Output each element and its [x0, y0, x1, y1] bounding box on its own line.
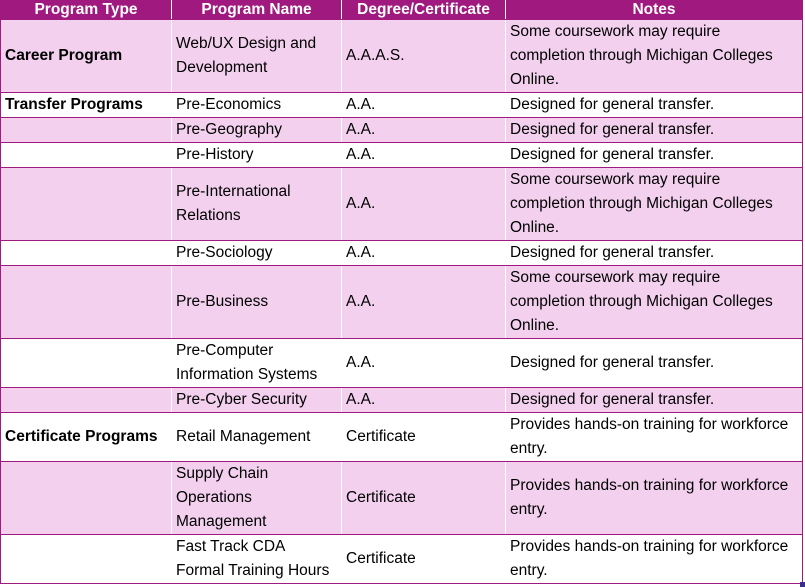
cell-notes[interactable]: Some coursework may require completion t… — [505, 19, 803, 93]
cell-program-name[interactable]: Pre-Geography — [171, 117, 342, 143]
cell-program-name[interactable]: Pre-Business — [171, 265, 342, 339]
cell-program-name[interactable]: Fast Track CDA Formal Training Hours — [171, 534, 342, 584]
cell-degree-certificate[interactable]: A.A. — [341, 92, 506, 118]
table-row: Pre-Sociology A.A. Designed for general tr… — [0, 240, 803, 266]
cell-notes[interactable]: Designed for general transfer. — [505, 92, 803, 118]
cell-degree-certificate[interactable]: A.A. — [341, 117, 506, 143]
cell-program-type[interactable] — [0, 167, 172, 241]
cell-notes[interactable]: Provides hands-on training for workforce… — [505, 461, 803, 535]
header-degree-certificate[interactable]: Degree/Certificate — [341, 0, 506, 20]
table-row: Pre-History A.A. Designed for general tran… — [0, 142, 803, 168]
cell-program-name[interactable]: Pre-Sociology — [171, 240, 342, 266]
cell-degree-certificate[interactable]: Certificate — [341, 534, 506, 584]
cell-degree-certificate[interactable]: A.A. — [341, 338, 506, 388]
cell-notes[interactable]: Designed for general transfer. — [505, 117, 803, 143]
cell-program-name[interactable]: Pre-Economics — [171, 92, 342, 118]
cell-degree-certificate[interactable]: Certificate — [341, 412, 506, 462]
table-row: Transfer Programs Pre-Economics A.A. Design… — [0, 92, 803, 118]
table-row: Pre-International Relations A.A. Some cour… — [0, 167, 803, 241]
table-row: Pre-Business A.A. Some coursework may requ… — [0, 265, 803, 339]
cell-notes[interactable]: Some coursework may require completion t… — [505, 167, 803, 241]
cell-degree-certificate[interactable]: A.A. — [341, 167, 506, 241]
table-row: Pre-Cyber Security A.A. Designed for gener… — [0, 387, 803, 413]
cell-program-type[interactable] — [0, 338, 172, 388]
cell-program-name[interactable]: Pre-Computer Information Systems — [171, 338, 342, 388]
cell-program-type[interactable]: Certificate Programs — [0, 412, 172, 462]
header-program-name[interactable]: Program Name — [171, 0, 342, 20]
cell-notes[interactable]: Designed for general transfer. — [505, 387, 803, 413]
cell-degree-certificate[interactable]: A.A. — [341, 265, 506, 339]
cell-program-name[interactable]: Pre-Cyber Security — [171, 387, 342, 413]
table-row: Pre-Geography A.A. Designed for general tr… — [0, 117, 803, 143]
cell-program-type[interactable]: Transfer Programs — [0, 92, 172, 118]
cell-degree-certificate[interactable]: A.A.A.S. — [341, 19, 506, 93]
table-row: Fast Track CDA Formal Training Hours Cert… — [0, 534, 803, 584]
table-row: Career Program Web/UX Design and Developm… — [0, 19, 803, 93]
cell-program-name[interactable]: Pre-International Relations — [171, 167, 342, 241]
cell-program-type[interactable] — [0, 142, 172, 168]
table-row: Certificate Programs Retail Management Cer… — [0, 412, 803, 462]
cell-program-type[interactable] — [0, 117, 172, 143]
cell-notes[interactable]: Designed for general transfer. — [505, 338, 803, 388]
cell-degree-certificate[interactable]: A.A. — [341, 387, 506, 413]
cell-notes[interactable]: Designed for general transfer. — [505, 240, 803, 266]
cell-program-name[interactable]: Supply Chain Operations Management — [171, 461, 342, 535]
cell-program-type[interactable] — [0, 461, 172, 535]
cell-degree-certificate[interactable]: Certificate — [341, 461, 506, 535]
table-row: Pre-Computer Information Systems A.A. Desi… — [0, 338, 803, 388]
header-row: Program Type Program Name Degree/Certifi… — [0, 0, 803, 20]
header-notes[interactable]: Notes — [505, 0, 803, 20]
cell-program-type[interactable] — [0, 387, 172, 413]
cell-notes[interactable]: Some coursework may require completion t… — [505, 265, 803, 339]
table-row: Supply Chain Operations Management Certif… — [0, 461, 803, 535]
cell-notes[interactable]: Provides hands-on training for workforce… — [505, 534, 803, 584]
cell-program-name[interactable]: Pre-History — [171, 142, 342, 168]
cell-program-type[interactable] — [0, 240, 172, 266]
header-program-type[interactable]: Program Type — [0, 0, 172, 20]
cell-notes[interactable]: Designed for general transfer. — [505, 142, 803, 168]
cell-program-name[interactable]: Web/UX Design and Development — [171, 19, 342, 93]
cell-program-type[interactable]: Career Program — [0, 19, 172, 93]
cell-notes[interactable]: Provides hands-on training for workforce… — [505, 412, 803, 462]
cell-degree-certificate[interactable]: A.A. — [341, 142, 506, 168]
fill-handle[interactable] — [800, 582, 805, 587]
cell-program-type[interactable] — [0, 265, 172, 339]
cell-program-name[interactable]: Retail Management — [171, 412, 342, 462]
cell-program-type[interactable] — [0, 534, 172, 584]
cell-degree-certificate[interactable]: A.A. — [341, 240, 506, 266]
